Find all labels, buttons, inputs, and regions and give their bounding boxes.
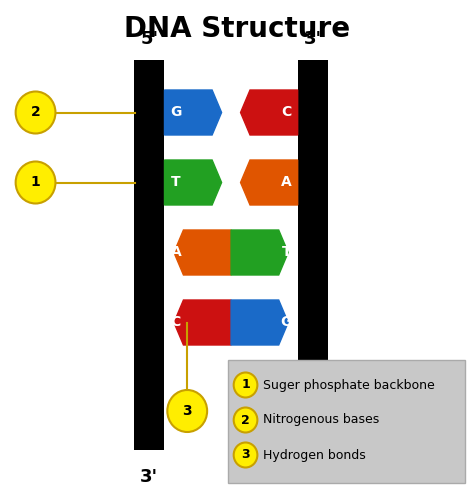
Text: A: A [171, 246, 182, 260]
Circle shape [234, 442, 257, 468]
Text: 3: 3 [241, 448, 250, 462]
Text: 1: 1 [31, 176, 40, 190]
FancyArrow shape [240, 90, 298, 135]
Text: G: G [171, 106, 182, 120]
FancyArrow shape [164, 160, 221, 205]
Text: A: A [281, 176, 292, 190]
Bar [134, 60, 164, 450]
FancyArrow shape [231, 300, 288, 345]
FancyArrow shape [174, 300, 231, 345]
FancyArrow shape [240, 160, 298, 205]
Circle shape [16, 162, 55, 203]
Text: C: C [281, 106, 292, 120]
Text: 5': 5' [304, 378, 322, 396]
Text: G: G [280, 316, 292, 330]
Text: 3: 3 [182, 404, 192, 418]
Circle shape [16, 92, 55, 134]
Text: DNA Structure: DNA Structure [124, 15, 350, 43]
Text: 5': 5' [140, 30, 158, 48]
Text: Hydrogen bonds: Hydrogen bonds [263, 448, 366, 462]
Text: C: C [171, 316, 181, 330]
Text: 3': 3' [304, 30, 322, 48]
FancyArrow shape [231, 230, 288, 275]
Circle shape [234, 372, 257, 398]
Text: Suger phosphate backbone: Suger phosphate backbone [263, 378, 435, 392]
FancyArrow shape [174, 230, 231, 275]
Text: 2: 2 [241, 414, 250, 426]
Text: Nitrogenous bases: Nitrogenous bases [263, 414, 379, 426]
Text: T: T [171, 176, 180, 190]
Text: 2: 2 [31, 106, 40, 120]
Bar [298, 60, 328, 360]
Circle shape [167, 390, 207, 432]
FancyArrow shape [164, 90, 221, 135]
Text: 1: 1 [241, 378, 250, 392]
Text: T: T [282, 246, 292, 260]
Text: 3': 3' [140, 468, 158, 485]
Circle shape [234, 408, 257, 432]
Bar [228, 360, 465, 482]
